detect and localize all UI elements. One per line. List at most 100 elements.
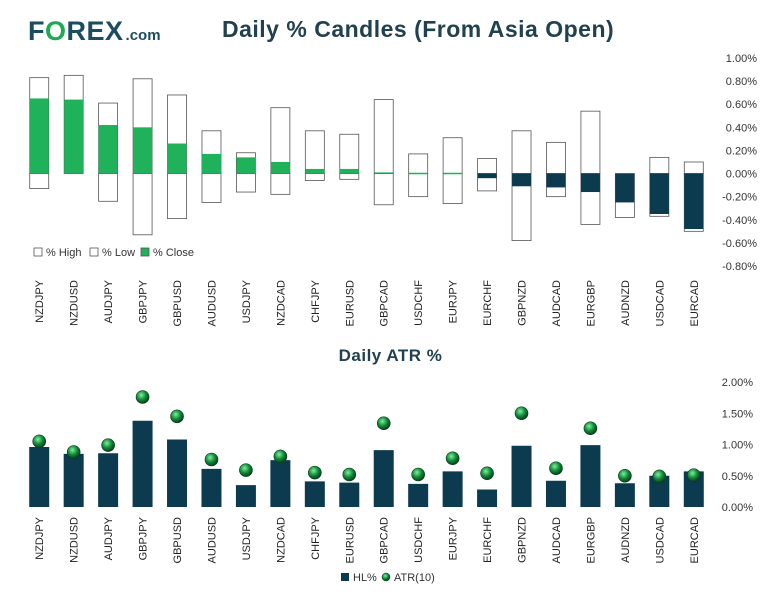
atr-dot: [445, 451, 460, 466]
candle-category-label: AUDJPY: [103, 279, 115, 323]
atr-category-label: NZDJPY: [34, 516, 46, 559]
hl-bar: [614, 483, 635, 507]
logo-text-pre: F: [28, 16, 45, 46]
hl-bar: [304, 481, 325, 507]
atr-ytick-label: 0.50%: [722, 471, 753, 483]
candle-close-bar: [64, 99, 84, 174]
candle-legend-label: % Low: [102, 247, 135, 259]
atr-category-label: USDCHF: [413, 517, 425, 563]
atr-category-label: AUDCAD: [551, 517, 563, 564]
candle-category-label: GBPJPY: [138, 279, 150, 323]
candle-legend-swatch: [140, 247, 150, 257]
atr-category-label: EURUSD: [344, 517, 356, 564]
hl-bar: [270, 460, 291, 507]
hl-bar: [339, 482, 360, 507]
atr-ytick-label: 1.00%: [722, 440, 753, 452]
atr-dot: [273, 449, 288, 464]
atr-legend: HL% ATR(10): [341, 572, 435, 584]
candle-close-bar: [133, 127, 153, 174]
atr-dot: [170, 409, 184, 424]
candle-high-box: [683, 161, 704, 174]
candle-high-box: [373, 99, 394, 174]
candle-low-box: [339, 173, 360, 180]
atr-category-label: EURCAD: [689, 517, 701, 564]
candle-category-label: EURCAD: [689, 280, 701, 327]
candle-category-label: USDCAD: [654, 280, 666, 327]
candle-high-box: [408, 153, 429, 174]
atr-dot: [101, 438, 115, 452]
candle-high-box: [580, 110, 601, 174]
forex-logo: FOREX .com: [28, 16, 161, 47]
candle-legend-swatch: [89, 247, 99, 257]
atr-ytick-label: 1.50%: [722, 408, 753, 420]
candle-category-label: GBPNZD: [517, 280, 529, 326]
atr-category-label: CHFJPY: [310, 516, 322, 559]
atr-legend-label: HL%: [353, 572, 377, 584]
hl-bar: [649, 475, 670, 507]
candle-high-box: [511, 130, 532, 174]
atr-dot: [652, 469, 667, 484]
atr-category-label: AUDJPY: [103, 516, 115, 560]
atr-legend-bar-swatch: [341, 573, 349, 581]
candle-ytick-label: 0.20%: [726, 145, 757, 157]
hl-bar: [545, 480, 566, 507]
candle-ytick-label: 1.00%: [726, 53, 757, 65]
candle-high-box: [477, 158, 497, 174]
atr-category-label: EURJPY: [448, 516, 460, 560]
atr-category-label: NZDUSD: [69, 517, 81, 563]
candle-legend-swatch: [33, 247, 43, 257]
candle-legend-label: % Close: [153, 247, 194, 259]
candle-low-box: [442, 173, 463, 205]
atr-dot: [239, 463, 253, 477]
candle-category-label: CHFJPY: [310, 279, 322, 322]
atr-dot: [480, 466, 494, 481]
hl-bar: [201, 468, 222, 507]
candle-category-label: EURCHF: [482, 280, 494, 326]
candle-low-box: [167, 173, 187, 220]
candle-low-box: [132, 173, 153, 236]
atr-dot: [583, 421, 598, 436]
candle-high-box: [546, 141, 566, 174]
candle-low-box: [270, 173, 291, 195]
candle-close-bar: [615, 173, 635, 203]
candle-close-bar: [546, 173, 566, 188]
candle-close-bar: [236, 157, 256, 174]
hl-bar: [442, 471, 463, 507]
atr-legend-label: ATR(10): [394, 572, 435, 584]
atr-dot: [66, 445, 81, 459]
atr-dot: [342, 467, 357, 482]
atr-dot: [549, 461, 563, 476]
atr-dot: [686, 468, 701, 482]
candle-ytick-label: -0.40%: [722, 215, 757, 227]
atr-category-label: GBPJPY: [138, 516, 150, 560]
atr-category-label: EURGBP: [585, 517, 597, 563]
candle-category-label: NZDUSD: [69, 280, 81, 326]
hl-bar: [167, 439, 188, 507]
candle-close-bar: [339, 168, 359, 174]
candle-high-box: [649, 156, 670, 174]
hl-bar: [683, 471, 704, 507]
atr-dot: [308, 465, 322, 480]
candle-category-label: USDJPY: [241, 279, 253, 323]
candle-category-label: USDCHF: [413, 280, 425, 326]
atr-dot: [411, 467, 425, 482]
candle-legend: % High % Low % Close: [33, 247, 194, 259]
candle-category-label: AUDNZD: [620, 280, 632, 326]
candle-close-bar: [512, 173, 532, 187]
candle-ytick-label: 0.40%: [726, 122, 757, 134]
atr-category-label: GBPCAD: [379, 517, 391, 564]
atr-category-label: USDJPY: [241, 516, 253, 560]
candles-title: Daily % Candles (From Asia Open): [222, 16, 615, 42]
candle-close-bar: [98, 125, 118, 174]
hl-bar: [580, 445, 601, 507]
candle-category-label: GBPCAD: [379, 280, 391, 327]
hl-bar: [511, 445, 532, 507]
candle-category-label: EURUSD: [344, 280, 356, 327]
candle-category-label: EURJPY: [448, 279, 460, 323]
candle-low-box: [98, 173, 119, 202]
hl-bar: [373, 450, 394, 507]
candle-ytick-label: -0.60%: [722, 238, 757, 250]
atr-dot: [514, 406, 529, 421]
candle-close-bar: [270, 162, 290, 174]
